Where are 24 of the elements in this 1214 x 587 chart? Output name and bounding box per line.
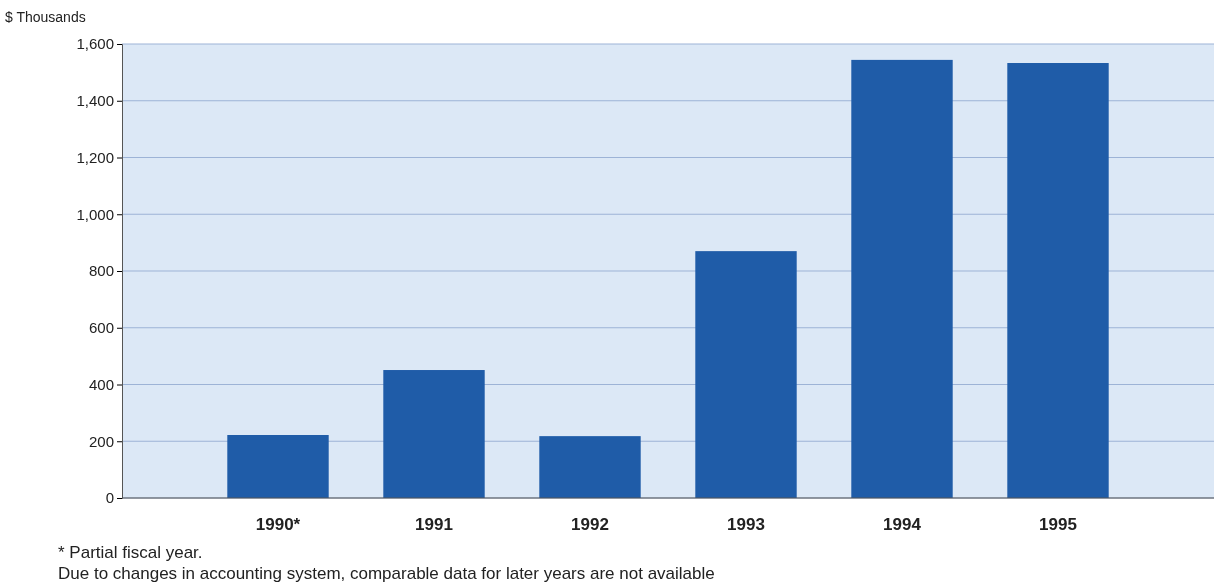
y-tick-label: 1,400: [76, 92, 114, 110]
y-tick-label: 800: [88, 262, 114, 280]
x-tick-label: 1991: [415, 515, 453, 534]
y-tick-label: 600: [88, 319, 114, 337]
y-tick-label: 1,000: [76, 205, 114, 223]
x-tick-label: 1992: [571, 515, 609, 534]
y-tick-label: 1,200: [76, 148, 114, 166]
text: Due to changes in accounting system, comparable data for later years are not available: [58, 564, 715, 583]
x-tick-label: 1993: [727, 515, 765, 534]
bar: [383, 370, 485, 498]
y-tick-label: 400: [88, 375, 114, 393]
y-tick-label: 200: [88, 432, 114, 450]
bar: [227, 435, 329, 498]
y-axis-title: $ Thousands: [5, 9, 86, 25]
bar: [851, 59, 953, 498]
bar: [539, 436, 641, 498]
x-tick-label: 1995: [1039, 515, 1077, 534]
y-tick-label: 0: [105, 489, 114, 507]
text: * Partial fiscal year.: [58, 543, 203, 562]
y-tick-label: 1,600: [76, 35, 114, 53]
x-tick-label: 1990*: [255, 515, 301, 534]
bar: [1007, 63, 1109, 498]
bar: [695, 251, 797, 498]
x-tick-label: 1994: [883, 515, 922, 534]
